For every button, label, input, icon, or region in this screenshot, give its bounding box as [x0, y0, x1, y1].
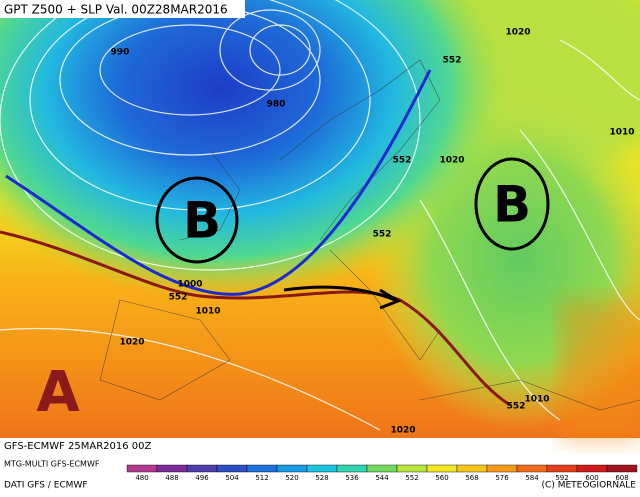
- model-label: MTG-MULTI GFS-ECMWF: [4, 460, 100, 469]
- colorbar-label: 488: [165, 474, 178, 482]
- colorbar-label: 512: [255, 474, 268, 482]
- run-label: GFS-ECMWF 25MAR2016 00Z: [4, 441, 152, 452]
- low-label: B: [493, 176, 531, 234]
- colorbar-swatch: [156, 464, 188, 473]
- contour-label: 1010: [609, 128, 634, 138]
- colorbar-swatch: [186, 464, 218, 473]
- colorbar-swatch: [126, 464, 158, 473]
- colorbar-swatch: [216, 464, 248, 473]
- colorbar-label: 520: [285, 474, 298, 482]
- colorbar-label: 504: [225, 474, 239, 482]
- colorbar-swatch: [276, 464, 308, 473]
- colorbar-swatch: [306, 464, 338, 473]
- colorbar-label: 536: [345, 474, 359, 482]
- colorbar-swatch: [546, 464, 578, 473]
- colorbar-swatch: [606, 464, 638, 473]
- contour-label: 552: [169, 293, 188, 303]
- low-circle: [155, 176, 239, 264]
- source-label: DATI GFS / ECMWF: [4, 481, 88, 491]
- colorbar-swatch: [336, 464, 368, 473]
- colorbar-swatch: [366, 464, 398, 473]
- ridge-line: [0, 230, 511, 407]
- field: [560, 300, 640, 440]
- coastlines: [99, 59, 640, 411]
- colorbar-swatch: [576, 464, 608, 473]
- colorbar-swatch: [396, 464, 428, 473]
- colorbar-label: 584: [525, 474, 539, 482]
- colorbar-label: 560: [435, 474, 448, 482]
- title: GPT Z500 + SLP Val. 00Z28MAR2016: [4, 3, 228, 17]
- colorbar-swatch: [516, 464, 548, 473]
- high-label: A: [36, 360, 80, 425]
- contour-label: 1020: [505, 28, 530, 38]
- contour-label: 1000: [177, 280, 202, 290]
- low-field: [0, 0, 510, 320]
- colorbar-label: 576: [495, 474, 509, 482]
- copyright: (C) METEOGIORNALE: [542, 481, 637, 491]
- contour-label: 1010: [524, 395, 549, 405]
- contour-label: 552: [373, 230, 392, 240]
- colorbar-label: 544: [375, 474, 389, 482]
- colorbar-label: 568: [465, 474, 478, 482]
- colorbar-swatch: [456, 464, 488, 473]
- contour-label: 980: [267, 100, 286, 110]
- colorbar-label: 600: [585, 474, 598, 482]
- low-circle: [474, 157, 550, 251]
- colorbar-label: 496: [195, 474, 209, 482]
- colorbar-swatch: [486, 464, 518, 473]
- low-label: B: [183, 192, 221, 250]
- contour-label: 1020: [119, 338, 144, 348]
- colorbar-swatch: [246, 464, 278, 473]
- contour-label: 990: [111, 48, 130, 58]
- contour-label: 1010: [195, 307, 220, 317]
- colorbar-label: 552: [405, 474, 418, 482]
- title-box: [0, 0, 245, 18]
- colorbar-label: 608: [615, 474, 628, 482]
- arrow: [283, 285, 396, 302]
- trough-line: [5, 69, 432, 296]
- colorbar-swatch: [426, 464, 458, 473]
- colorbar-label: 528: [315, 474, 328, 482]
- colorbar-label: 592: [555, 474, 568, 482]
- contour-label: 552: [507, 402, 526, 412]
- colorbar-label: 480: [135, 474, 148, 482]
- contour-label: 552: [393, 156, 412, 166]
- contour-label: 1020: [439, 156, 464, 166]
- contour-label: 552: [443, 56, 462, 66]
- contour-label: 1020: [390, 426, 415, 436]
- arrow-head: [379, 288, 402, 310]
